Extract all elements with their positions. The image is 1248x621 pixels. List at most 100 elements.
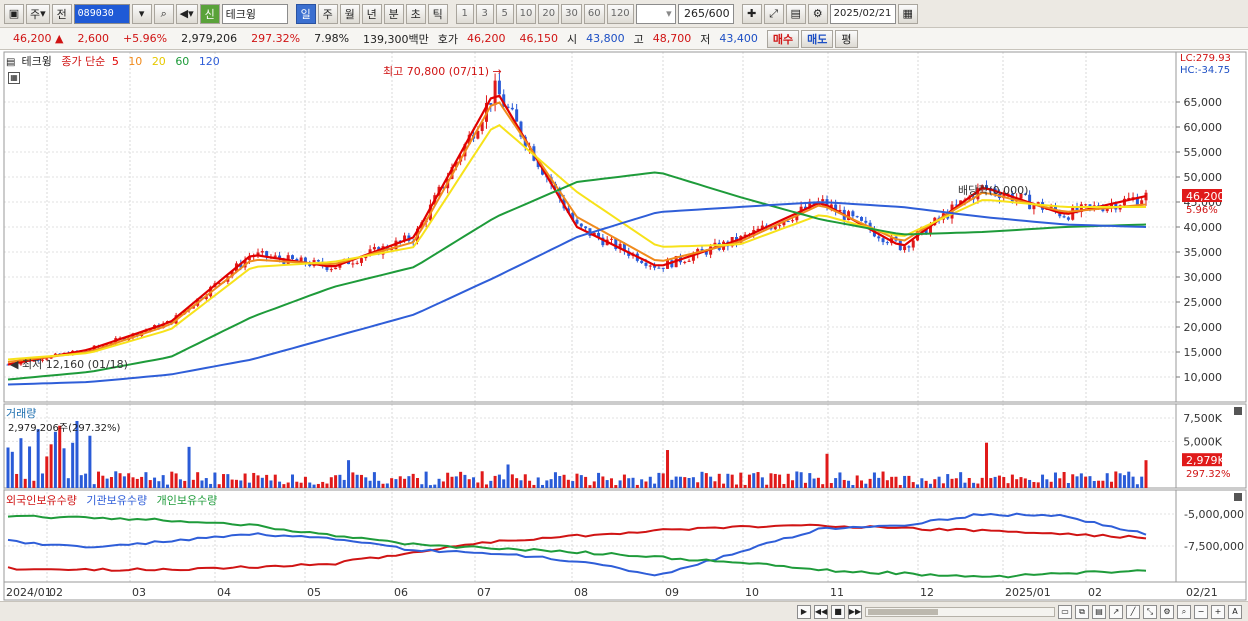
candle-body <box>239 263 243 268</box>
ma-line-120 <box>7 201 1147 386</box>
chart-draw-icon[interactable]: ⤢ <box>763 3 784 24</box>
candle-body <box>1075 206 1079 213</box>
font-size-icon[interactable]: A <box>1228 604 1242 619</box>
volume-value: 2,979,206 <box>181 32 238 45</box>
measure-icon[interactable]: ⤡ <box>1143 604 1157 619</box>
interval-30-button[interactable]: 30 <box>561 3 582 24</box>
candle-body <box>256 252 260 256</box>
volume-bar <box>786 473 790 488</box>
stock-name-field[interactable]: 테크윙 <box>221 3 288 24</box>
calendar-icon[interactable]: ▦ <box>897 3 918 24</box>
candle-body <box>877 236 881 239</box>
search-icon[interactable]: ⌕ <box>153 3 174 24</box>
buy-button[interactable]: 매수 <box>766 29 800 48</box>
volume-bar <box>467 479 471 488</box>
interval-5-button[interactable]: 5 <box>495 3 514 24</box>
volume-bar <box>950 478 954 488</box>
period-month-button[interactable]: 월 <box>339 3 360 24</box>
interval-10-button[interactable]: 10 <box>515 3 537 24</box>
stop-icon[interactable]: ■ <box>831 604 845 619</box>
speaker-icon[interactable]: ◀▾ <box>175 3 198 24</box>
date-field[interactable]: 2025/02/21 <box>829 3 896 24</box>
volume-bar <box>631 477 635 488</box>
volume-bar <box>53 431 57 488</box>
chevron-down-icon[interactable]: ▾ <box>131 3 152 24</box>
trend-icon[interactable]: ↗ <box>1109 604 1123 619</box>
volume-bar <box>980 477 984 488</box>
candle-body <box>881 238 885 243</box>
last-price-label: 46,200 <box>1186 190 1225 203</box>
volume-note: 2,979,206주(297.32%) <box>8 423 121 434</box>
zoom-box-icon[interactable]: ▭ <box>1058 604 1072 619</box>
volume-bar <box>890 476 894 488</box>
y-tick-label: 55,000 <box>1184 146 1223 159</box>
interval-20-button[interactable]: 20 <box>538 3 560 24</box>
prev-button[interactable]: 전 <box>51 3 72 24</box>
magnifier-icon[interactable]: ⌕ <box>1177 604 1191 619</box>
rewind-icon[interactable]: ◀◀ <box>814 604 828 619</box>
copy-icon[interactable]: ⧉ <box>1075 604 1089 619</box>
sell-button[interactable]: 매도 <box>801 29 834 48</box>
volume-bar <box>627 478 631 488</box>
volume-bar <box>84 473 88 488</box>
candle-body <box>885 242 889 244</box>
legend-ma-10: 10 <box>128 55 143 68</box>
volume-bar <box>985 442 989 488</box>
volume-bar <box>739 472 743 488</box>
crosshair-icon[interactable]: ✚ <box>741 3 762 24</box>
volume-bar <box>243 473 247 488</box>
settings-icon[interactable]: ⚙ <box>1160 604 1174 619</box>
volume-bar <box>1045 479 1049 488</box>
volume-bar <box>997 475 1001 488</box>
period-day-button[interactable]: 일 <box>295 3 316 24</box>
volume-bar <box>299 482 303 488</box>
interval-60-button[interactable]: 60 <box>583 3 605 24</box>
volume-bar <box>648 476 652 488</box>
volume-bar <box>411 473 415 488</box>
layout-icon[interactable]: ▣ <box>4 3 24 24</box>
volume-bar <box>954 478 958 488</box>
period-minute-button[interactable]: 분 <box>383 3 404 24</box>
period-week-button[interactable]: 주 <box>317 3 338 24</box>
candle-body <box>618 243 622 250</box>
zoom-out-icon[interactable]: − <box>1194 604 1208 619</box>
print-icon[interactable]: ▤ <box>1092 604 1106 619</box>
candle-body <box>704 250 708 255</box>
candle-body <box>316 260 320 262</box>
volume-bar <box>532 484 536 488</box>
draw-line-icon[interactable]: ╱ <box>1126 604 1140 619</box>
candle-body <box>515 109 519 122</box>
chart-scrollbar[interactable] <box>865 606 1055 617</box>
volume-bar <box>454 476 458 488</box>
interval-custom-input[interactable]: ▾ <box>635 3 676 24</box>
volume-bar <box>1084 476 1088 488</box>
save-icon[interactable]: ▤ <box>785 3 806 24</box>
period-second-button[interactable]: 초 <box>405 3 426 24</box>
menu-icon[interactable]: ▤ <box>6 57 16 68</box>
interval-3-button[interactable]: 3 <box>475 3 494 24</box>
volume-bar <box>872 472 876 488</box>
interval-1-button[interactable]: 1 <box>455 3 474 24</box>
zoom-in-icon[interactable]: + <box>1211 604 1225 619</box>
period-year-button[interactable]: 년 <box>361 3 382 24</box>
volume-bar <box>428 485 432 488</box>
mode-select[interactable]: 주 ▾ <box>26 3 50 24</box>
data-count-field[interactable]: 265/600 <box>677 3 734 24</box>
scrollbar-thumb[interactable] <box>868 608 938 615</box>
candle-body <box>1084 204 1088 206</box>
open-price: 43,800 <box>586 32 625 45</box>
stock-code-input[interactable]: 089030 <box>73 3 130 24</box>
panel-close-icon <box>1234 407 1242 415</box>
gear-icon[interactable]: ⚙ <box>807 3 828 24</box>
average-button[interactable]: 평 <box>835 29 858 48</box>
fast-forward-icon[interactable]: ▶▶ <box>848 604 862 619</box>
volume-bar <box>368 480 372 488</box>
scroll-right-icon[interactable]: ▶ <box>797 604 811 619</box>
interval-120-button[interactable]: 120 <box>606 3 634 24</box>
volume-bar <box>118 473 122 488</box>
period-tick-button[interactable]: 틱 <box>427 3 448 24</box>
volume-bar <box>989 478 993 488</box>
volume-bar <box>187 446 191 488</box>
grid-toggle-icon[interactable]: ▦ <box>8 70 26 84</box>
